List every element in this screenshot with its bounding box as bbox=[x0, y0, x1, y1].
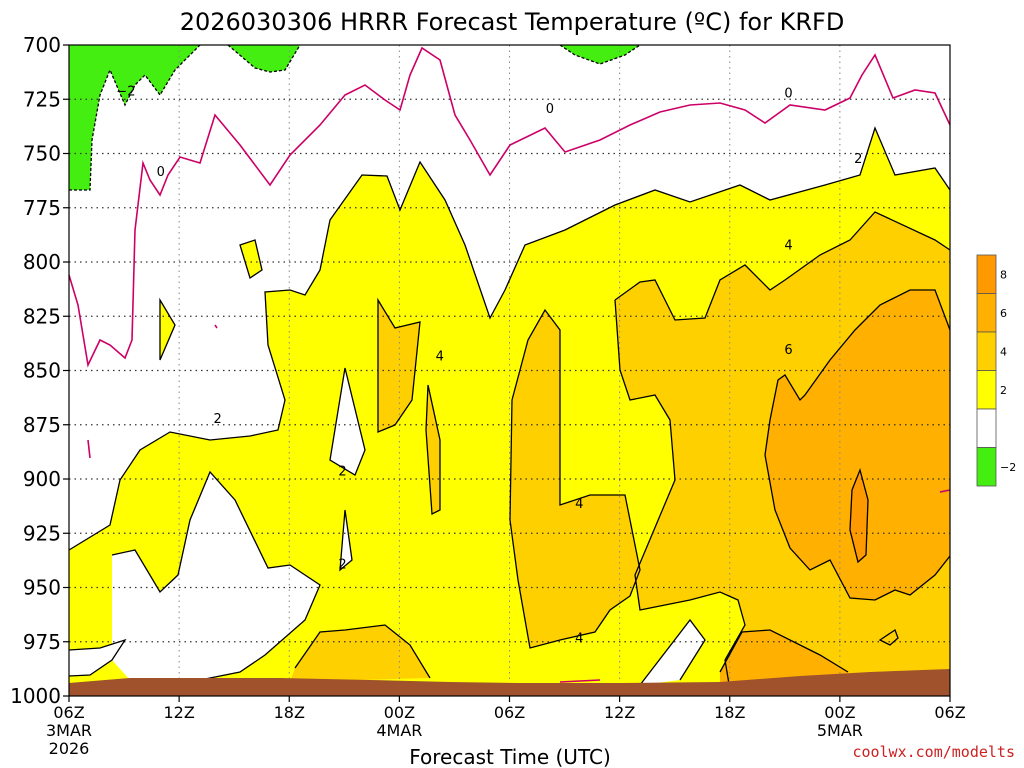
y-tick-label-5: 825 bbox=[23, 304, 61, 328]
legend-swatch-2 bbox=[976, 331, 997, 371]
y-tick-label-8: 900 bbox=[23, 467, 61, 491]
y-tick-label-0: 700 bbox=[23, 33, 61, 57]
contour-label-4: 2 bbox=[214, 412, 222, 427]
legend-swatch-3 bbox=[976, 370, 997, 410]
y-tick-label-11: 975 bbox=[23, 630, 61, 654]
legend-swatch-4 bbox=[976, 408, 997, 448]
contour-labels: −2 0 0 0 2 2 2 2 4 4 4 4 6 bbox=[116, 85, 862, 647]
credit-link[interactable]: coolwx.com/modelts bbox=[852, 743, 1015, 761]
grid-lines bbox=[69, 45, 950, 696]
legend-label-3: 2 bbox=[1000, 384, 1007, 397]
y-tick-label-2: 750 bbox=[23, 142, 61, 166]
zero-isotherm bbox=[68, 46, 951, 683]
y-axis: 700 725 750 775 800 825 850 875 900 925 950 975 1000 bbox=[10, 33, 69, 708]
x-tick-label-2: 18Z bbox=[274, 703, 305, 722]
contour-label-6: 2 bbox=[338, 558, 346, 573]
y-tick-label-3: 775 bbox=[23, 196, 61, 220]
legend-label-2: 4 bbox=[1000, 345, 1007, 358]
contour-label-9: 4 bbox=[575, 497, 583, 512]
x-tick-label-0: 06Z bbox=[53, 703, 84, 722]
y-tick-label-4: 800 bbox=[23, 250, 61, 274]
y-tick-label-9: 925 bbox=[23, 521, 61, 545]
contour-label-3: 0 bbox=[784, 87, 792, 102]
x-tick-label-4: 06Z bbox=[494, 703, 525, 722]
y-tick-label-6: 850 bbox=[23, 359, 61, 383]
x-tick-label-8: 06Z bbox=[934, 703, 965, 722]
x-tick-label-3: 00Z bbox=[384, 703, 415, 722]
x-axis-label: Forecast Time (UTC) bbox=[409, 745, 611, 768]
orange-fill-regions bbox=[720, 290, 950, 690]
x-tick-label-6: 18Z bbox=[714, 703, 745, 722]
green-fill-regions bbox=[69, 45, 640, 190]
legend-swatch-5 bbox=[976, 447, 997, 487]
color-legend: 8 6 4 2 −2 bbox=[976, 254, 1016, 487]
contour-label-5: 2 bbox=[338, 464, 346, 479]
terrain-fill bbox=[69, 669, 950, 696]
contour-label-2: 0 bbox=[546, 102, 554, 117]
y-tick-label-1: 725 bbox=[23, 87, 61, 111]
x-tick-label-7: 00Z bbox=[824, 703, 855, 722]
y-tick-label-7: 875 bbox=[23, 413, 61, 437]
x-tick-label-1: 12Z bbox=[163, 703, 194, 722]
contour-label-8: 4 bbox=[436, 349, 444, 364]
x-tick-year-0: 2026 bbox=[49, 739, 90, 758]
y-tick-label-10: 950 bbox=[23, 576, 61, 600]
legend-label-0: 8 bbox=[1000, 268, 1007, 281]
x-tick-date-7: 5MAR bbox=[817, 721, 863, 740]
contour-label-12: 6 bbox=[784, 343, 792, 358]
contour-label-11: 4 bbox=[784, 239, 792, 254]
contour-label-1: 0 bbox=[157, 165, 165, 180]
legend-swatch-0 bbox=[976, 254, 997, 294]
contour-label-7: 2 bbox=[854, 152, 862, 167]
plot-area: −2 0 0 0 2 2 2 2 4 4 4 4 6 bbox=[68, 44, 951, 697]
contour-label-10: 4 bbox=[575, 631, 583, 646]
legend-label-1: 6 bbox=[1000, 307, 1007, 320]
contour-label-0: −2 bbox=[116, 85, 135, 100]
x-tick-date-0: 3MAR bbox=[46, 721, 92, 740]
isotherm-contours bbox=[68, 44, 951, 691]
chart-title: 2026030306 HRRR Forecast Temperature (ºC… bbox=[180, 8, 845, 36]
x-tick-date-3: 4MAR bbox=[376, 721, 422, 740]
legend-swatch-1 bbox=[976, 293, 997, 333]
legend-label-5: −2 bbox=[1000, 461, 1016, 474]
x-tick-label-5: 12Z bbox=[604, 703, 635, 722]
y-tick-label-12: 1000 bbox=[10, 684, 61, 708]
